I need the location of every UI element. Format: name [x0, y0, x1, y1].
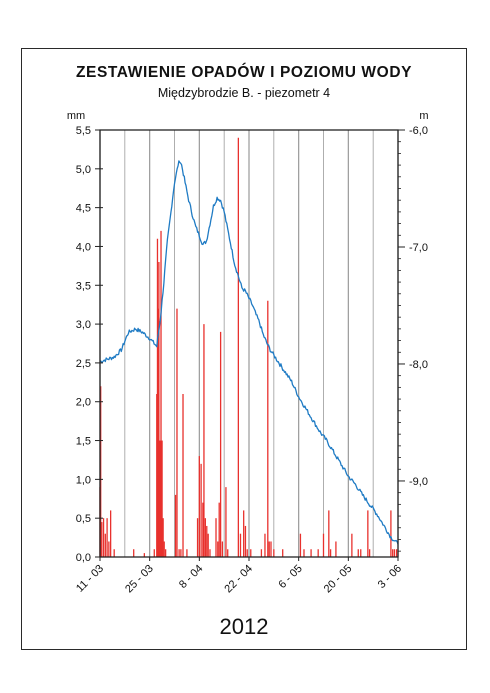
chart-frame — [21, 48, 467, 650]
year-label: 2012 — [219, 614, 269, 639]
chart-title: ZESTAWIENIE OPADÓW I POZIOMU WODY — [75, 64, 413, 81]
left-axis-tick-label: 5,0 — [76, 164, 91, 176]
left-axis-tick-label: 3,0 — [76, 319, 91, 331]
water-level-line — [99, 160, 399, 545]
left-axis-tick-label: 4,0 — [76, 241, 91, 253]
left-axis-tick-label: 2,5 — [76, 358, 91, 370]
left-axis-tick-label: 4,5 — [76, 203, 91, 215]
axes: 0,0 0,5 1,0 1,5 2,0 2,5 3,0 3,5 4,0 4,5 5,0 5,5 mm -6… — [67, 110, 429, 595]
right-axis-tick-label: -8,0 — [409, 359, 428, 371]
x-axis-tick-label: 6 - 05 — [276, 563, 304, 591]
x-axis-tick-label: 8 - 04 — [177, 563, 205, 591]
left-axis-tick-label: 0,0 — [76, 552, 91, 564]
left-axis-unit: mm — [67, 110, 85, 122]
right-axis-tick-label: -9,0 — [409, 476, 428, 488]
right-axis-tick-label: -6,0 — [409, 125, 428, 137]
water-level-path — [99, 160, 399, 545]
chart-subtitle: Międzybrodzie B. - piezometr 4 — [157, 86, 331, 100]
left-axis-tick-label: 1,5 — [76, 436, 91, 448]
left-axis-tick-label: 5,5 — [76, 125, 91, 137]
x-axis-tick-label: 22 - 04 — [222, 563, 255, 596]
x-axis-tick-label: 20 - 05 — [322, 563, 355, 596]
grid — [99, 130, 399, 557]
x-axis-tick-label: 11 - 03 — [74, 563, 106, 595]
x-axis-tick-label: 25 - 03 — [123, 563, 156, 596]
left-axis-tick-label: 1,0 — [76, 474, 91, 486]
right-axis-unit: m — [419, 110, 428, 122]
right-axis-tick-label: -7,0 — [409, 242, 428, 254]
x-axis-tick-label: 3 - 06 — [376, 563, 404, 591]
left-axis-tick-label: 3,5 — [76, 280, 91, 292]
precipitation-bars — [99, 137, 398, 557]
left-axis-tick-label: 0,5 — [76, 513, 91, 525]
left-axis-tick-label: 2,0 — [76, 397, 91, 409]
